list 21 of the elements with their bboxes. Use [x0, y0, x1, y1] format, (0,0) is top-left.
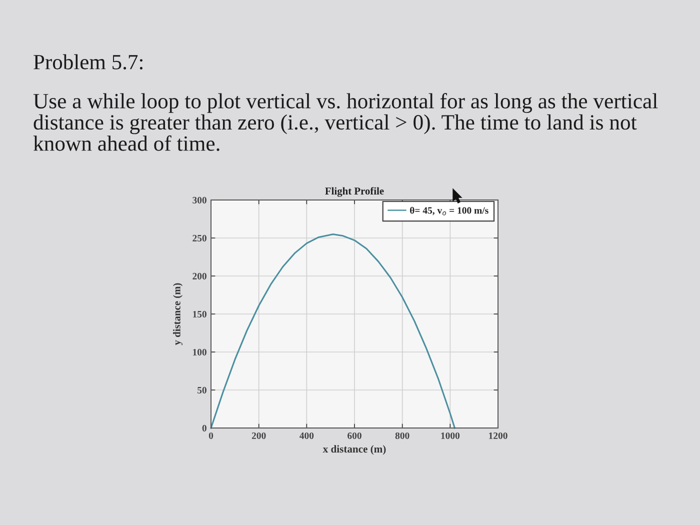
text: Problem 5.7:	[34, 54, 142, 70]
legend-label: θ= 45, v$_{o}$ = 100 m/s	[410, 206, 488, 216]
y-tick-label: 50	[198, 386, 206, 394]
x-tick-label: 800	[395, 432, 410, 440]
line-series	[210, 233, 456, 429]
x-axis-title: x distance (m)	[322, 445, 386, 455]
x-tick-label: 400	[300, 432, 314, 440]
text: Use a while loop to plot vertical vs. horizontal for as long as the vertical distance is greater than zero (i.e., vertical > 0). The time to land is not known ahead of time.	[33, 93, 658, 151]
x-tick-label: 1000	[441, 432, 460, 440]
x-tick-label: 1200	[489, 432, 508, 440]
chart-title: Flight Profile	[325, 187, 384, 197]
y-tick-label: 300	[192, 196, 206, 204]
x-tick-label: 0	[208, 432, 214, 440]
y-axis-title: y distance (m)	[173, 283, 183, 346]
y-tick-label: 150	[193, 310, 206, 318]
y-tick-label: 200	[192, 272, 206, 280]
y-tick-label: 250	[192, 234, 206, 242]
y-tick-label: 0	[202, 424, 206, 432]
x-tick-label: 200	[252, 432, 266, 440]
y-tick-label: 100	[193, 348, 206, 356]
x-tick-label: 600	[348, 432, 362, 440]
